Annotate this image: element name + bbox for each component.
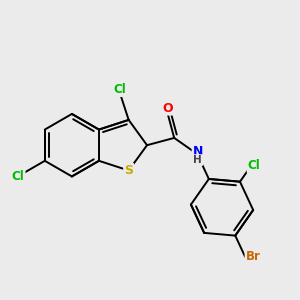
Text: O: O: [162, 102, 172, 115]
Text: S: S: [124, 164, 133, 177]
Text: Cl: Cl: [114, 83, 126, 96]
Text: H: H: [194, 155, 202, 165]
Text: Br: Br: [245, 250, 260, 263]
Text: Cl: Cl: [12, 170, 25, 183]
Text: Cl: Cl: [248, 159, 260, 172]
Text: N: N: [193, 145, 203, 158]
